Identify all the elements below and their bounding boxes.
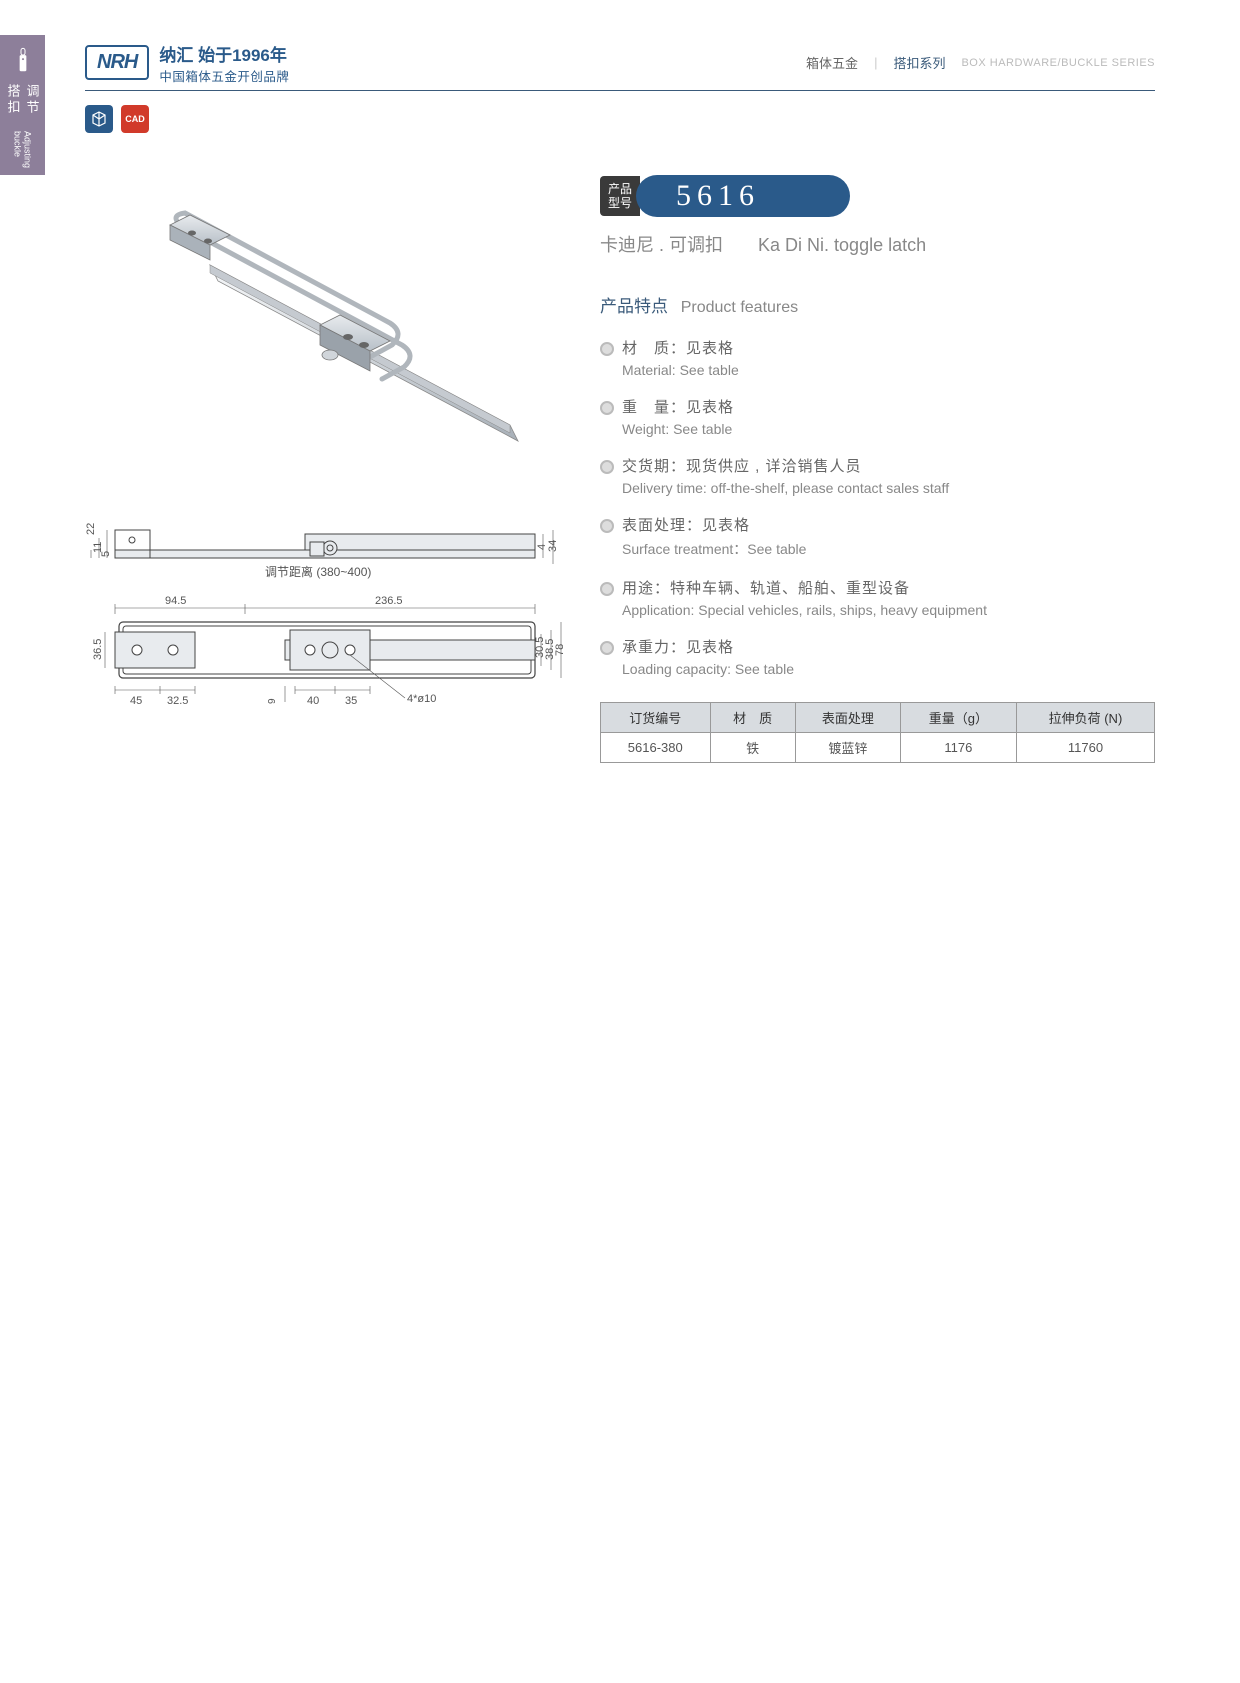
svg-text:9: 9 xyxy=(267,698,278,704)
feature-en: Loading capacity: See table xyxy=(622,661,1155,677)
td: 1176 xyxy=(900,733,1016,763)
feature-item: 表面处理：见表格 Surface treatment：See table xyxy=(600,514,1155,559)
model-number-row: 产品 型号 5616 xyxy=(600,175,1155,217)
page-header: NRH 纳汇 始于1996年 中国箱体五金开创品牌 箱体五金 | 搭扣系列 BO… xyxy=(85,35,1155,90)
3d-icon[interactable] xyxy=(85,105,113,133)
breadcrumb-en: BOX HARDWARE/BUCKLE SERIES xyxy=(961,57,1155,69)
product-info-panel: 产品 型号 5616 卡迪尼 . 可调扣 Ka Di Ni. toggle la… xyxy=(600,175,1155,763)
feature-en: Delivery time: off-the-shelf, please con… xyxy=(622,480,1155,496)
feature-en: Application: Special vehicles, rails, sh… xyxy=(622,602,1155,618)
th-order: 订货编号 xyxy=(601,703,711,733)
cad-icon[interactable]: CAD xyxy=(121,105,149,133)
td: 11760 xyxy=(1016,733,1154,763)
subtitle-cn: 卡迪尼 . 可调扣 xyxy=(600,235,723,255)
th-weight: 重量（g） xyxy=(900,703,1016,733)
th-material: 材 质 xyxy=(710,703,795,733)
logo-abbr: NRH xyxy=(85,45,149,80)
svg-text:32.5: 32.5 xyxy=(167,695,188,707)
breadcrumb-cat2: 搭扣系列 xyxy=(893,53,945,72)
product-image xyxy=(100,155,550,505)
svg-text:40: 40 xyxy=(307,695,319,707)
svg-text:调节距离 (380~400): 调节距离 (380~400) xyxy=(265,564,371,579)
side-category-tab: 调节搭扣 Adjusting buckle xyxy=(0,35,45,175)
breadcrumb-cat1: 箱体五金 xyxy=(806,53,858,72)
side-tab-label-cn: 调节搭扣 xyxy=(4,84,42,127)
model-label-bottom: 型号 xyxy=(608,196,632,210)
td: 镀蓝锌 xyxy=(795,733,900,763)
th-surface: 表面处理 xyxy=(795,703,900,733)
svg-text:78: 78 xyxy=(554,644,565,656)
feature-cn: 交货期：现货供应 , 详洽销售人员 xyxy=(622,455,1155,476)
feature-cn: 表面处理：见表格 xyxy=(622,514,1155,535)
technical-drawing: 22 11 5 4 34 调节距离 (380~400) xyxy=(85,520,565,740)
svg-text:22: 22 xyxy=(85,523,97,535)
side-tab-label-en: Adjusting buckle xyxy=(13,131,33,175)
td: 铁 xyxy=(710,733,795,763)
features-heading: 产品特点 Product features xyxy=(600,292,1155,317)
header-breadcrumb: 箱体五金 | 搭扣系列 BOX HARDWARE/BUCKLE SERIES xyxy=(806,53,1155,72)
logo-cn-top: 纳汇 始于1996年 xyxy=(159,41,289,66)
features-heading-en: Product features xyxy=(681,299,798,316)
feature-en: Surface treatment：See table xyxy=(622,539,1155,559)
logo-block: NRH 纳汇 始于1996年 中国箱体五金开创品牌 xyxy=(85,41,289,85)
svg-text:45: 45 xyxy=(130,695,142,707)
feature-item: 材 质：见表格 Material: See table xyxy=(600,337,1155,378)
latch-icon xyxy=(14,47,32,74)
svg-text:5: 5 xyxy=(100,551,112,557)
spec-table: 订货编号 材 质 表面处理 重量（g） 拉伸负荷 (N) 5616-380 铁 … xyxy=(600,702,1155,763)
svg-text:34: 34 xyxy=(547,540,559,552)
feature-en: Weight: See table xyxy=(622,421,1155,437)
svg-text:35: 35 xyxy=(345,695,357,707)
features-heading-cn: 产品特点 xyxy=(600,297,668,316)
model-number: 5616 xyxy=(636,175,850,217)
model-label: 产品 型号 xyxy=(600,176,640,216)
table-header-row: 订货编号 材 质 表面处理 重量（g） 拉伸负荷 (N) xyxy=(601,703,1155,733)
feature-item: 交货期：现货供应 , 详洽销售人员 Delivery time: off-the… xyxy=(600,455,1155,496)
feature-en: Material: See table xyxy=(622,362,1155,378)
header-divider-line xyxy=(85,90,1155,91)
table-row: 5616-380 铁 镀蓝锌 1176 11760 xyxy=(601,733,1155,763)
feature-item: 承重力：见表格 Loading capacity: See table xyxy=(600,636,1155,677)
logo-cn-bottom: 中国箱体五金开创品牌 xyxy=(159,66,289,85)
feature-cn: 材 质：见表格 xyxy=(622,337,1155,358)
svg-text:4*ø10: 4*ø10 xyxy=(407,693,436,705)
feature-cn: 用途：特种车辆、轨道、船舶、重型设备 xyxy=(622,577,1155,598)
td: 5616-380 xyxy=(601,733,711,763)
feature-cn: 承重力：见表格 xyxy=(622,636,1155,657)
svg-text:36.5: 36.5 xyxy=(92,639,104,660)
features-list: 材 质：见表格 Material: See table 重 量：见表格 Weig… xyxy=(600,337,1155,677)
product-subtitle: 卡迪尼 . 可调扣 Ka Di Ni. toggle latch xyxy=(600,231,1155,257)
svg-text:236.5: 236.5 xyxy=(375,595,403,607)
feature-cn: 重 量：见表格 xyxy=(622,396,1155,417)
th-load: 拉伸负荷 (N) xyxy=(1016,703,1154,733)
format-icons: CAD xyxy=(85,105,149,133)
model-label-top: 产品 xyxy=(608,182,632,196)
svg-text:94.5: 94.5 xyxy=(165,595,186,607)
feature-item: 用途：特种车辆、轨道、船舶、重型设备 Application: Special … xyxy=(600,577,1155,618)
breadcrumb-divider: | xyxy=(874,55,877,70)
feature-item: 重 量：见表格 Weight: See table xyxy=(600,396,1155,437)
subtitle-en: Ka Di Ni. toggle latch xyxy=(758,235,926,255)
